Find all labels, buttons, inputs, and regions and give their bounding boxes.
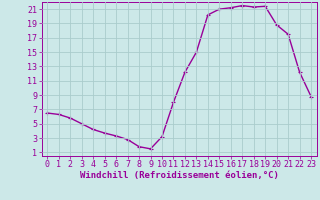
X-axis label: Windchill (Refroidissement éolien,°C): Windchill (Refroidissement éolien,°C): [80, 171, 279, 180]
